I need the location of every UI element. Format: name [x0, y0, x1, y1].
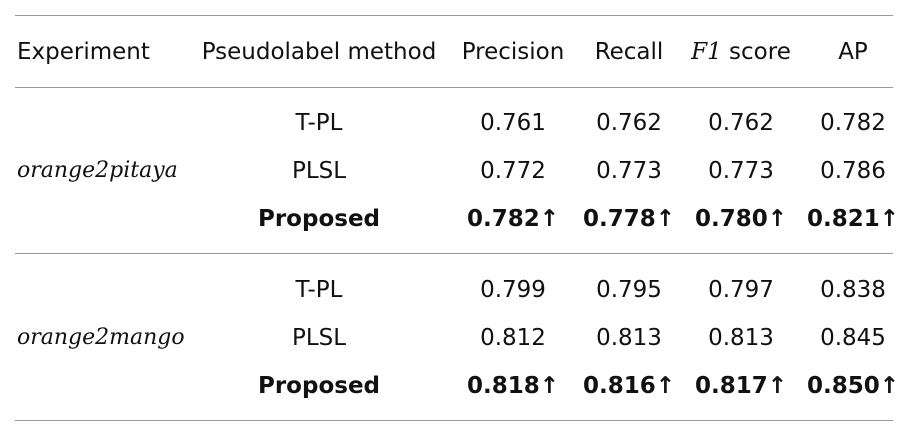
precision-cell: 0.761 — [480, 110, 546, 136]
top-rule — [15, 15, 893, 16]
recall-cell: 0.778↑ — [582, 206, 676, 232]
header-recall: Recall — [594, 39, 664, 65]
header-ap: AP — [838, 39, 868, 65]
group-divider-rule — [15, 253, 893, 254]
recall-cell: 0.795 — [596, 277, 662, 303]
ap-cell: 0.786 — [820, 158, 886, 184]
ap-cell: 0.838 — [820, 277, 886, 303]
header-precision: Precision — [461, 39, 565, 65]
header-f1-score: F1 score — [691, 37, 791, 67]
f1-cell: 0.773 — [708, 158, 774, 184]
header-rule — [15, 87, 893, 88]
method-cell: PLSL — [291, 158, 347, 184]
f1-cell: 0.780↑ — [694, 206, 788, 232]
method-cell: T-PL — [295, 277, 343, 303]
f1-cell: 0.817↑ — [694, 373, 788, 399]
precision-cell: 0.799 — [480, 277, 546, 303]
precision-cell: 0.782↑ — [466, 206, 560, 232]
experiment-label: orange2mango — [17, 325, 185, 350]
experiment-label: orange2pitaya — [17, 158, 178, 183]
recall-cell: 0.773 — [596, 158, 662, 184]
precision-cell: 0.812 — [480, 325, 546, 351]
ap-cell: 0.782 — [820, 110, 886, 136]
header-f1-italic: F1 — [691, 39, 722, 65]
precision-cell: 0.772 — [480, 158, 546, 184]
ap-cell: 0.845 — [820, 325, 886, 351]
recall-cell: 0.762 — [596, 110, 662, 136]
ap-cell: 0.850↑ — [806, 373, 900, 399]
precision-cell: 0.818↑ — [466, 373, 560, 399]
recall-cell: 0.813 — [596, 325, 662, 351]
method-cell: T-PL — [295, 110, 343, 136]
header-f1-rest: score — [721, 39, 791, 65]
ap-cell: 0.821↑ — [806, 206, 900, 232]
f1-cell: 0.797 — [708, 277, 774, 303]
method-cell: Proposed — [257, 206, 381, 232]
method-cell: PLSL — [291, 325, 347, 351]
method-cell: Proposed — [257, 373, 381, 399]
header-experiment: Experiment — [17, 39, 150, 65]
header-pseudolabel-method: Pseudolabel method — [201, 39, 437, 65]
f1-cell: 0.813 — [708, 325, 774, 351]
recall-cell: 0.816↑ — [582, 373, 676, 399]
f1-cell: 0.762 — [708, 110, 774, 136]
bottom-rule — [15, 420, 893, 421]
